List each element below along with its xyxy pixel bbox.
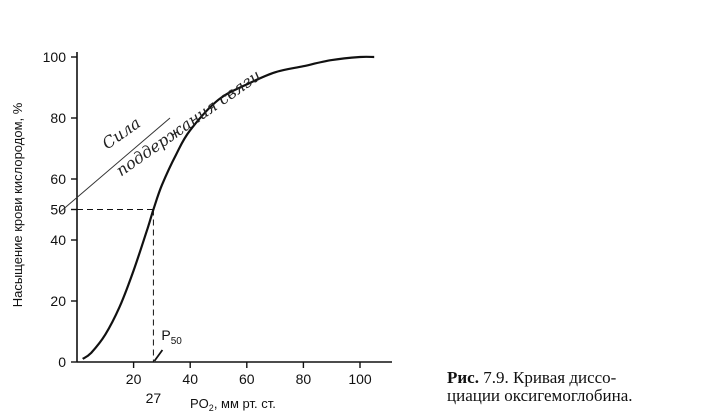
y-axis-title: Насыщение крови кислородом, % — [10, 102, 25, 307]
y-tick-label: 50 — [50, 202, 66, 218]
caption-line1: Рис. 7.9. Кривая диссо- — [447, 369, 708, 387]
caption-text1: 7.9. Кривая диссо- — [478, 368, 617, 387]
x-tick-label: 20 — [126, 371, 142, 387]
figure-caption: Рис. 7.9. Кривая диссо- циации оксигемог… — [447, 369, 708, 405]
x-tick-label: 60 — [239, 371, 255, 387]
x-tick-label: 80 — [296, 371, 312, 387]
p50-label: P50 — [161, 327, 182, 347]
x-ticks: 20 40 60 80 100 — [126, 362, 372, 387]
x-tick-label: 40 — [182, 371, 198, 387]
y-tick-label: 100 — [43, 49, 67, 65]
y-ticks: 0 20 40 50 60 80 100 — [43, 49, 77, 370]
caption-line2: циации оксигемоглобина. — [447, 386, 633, 405]
y-tick-label: 40 — [50, 232, 66, 248]
y-tick-label: 80 — [50, 110, 66, 126]
y-tick-label: 20 — [50, 293, 66, 309]
x-tick-label: 100 — [348, 371, 372, 387]
y-tick-label: 0 — [58, 354, 66, 370]
p50-pointer — [153, 349, 164, 362]
saturation-curve — [82, 55, 375, 360]
x-axis-title: PO2, мм рт. ст. — [190, 396, 276, 412]
caption-prefix: Рис. — [447, 368, 479, 387]
y-tick-label: 60 — [50, 171, 66, 187]
handwritten-stroke — [59, 117, 171, 213]
p50-x-value: 27 — [146, 390, 162, 406]
handwritten-note: Сила поддержания связи — [98, 66, 264, 180]
